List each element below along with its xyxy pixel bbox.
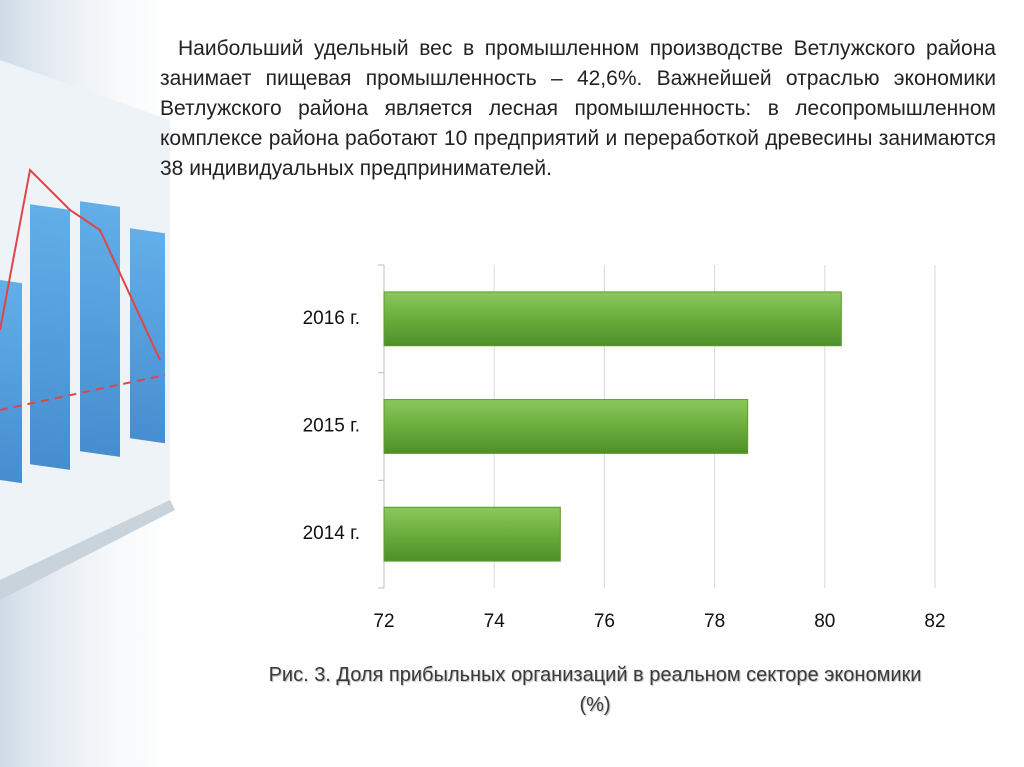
y-tick-label: 2015 г. bbox=[303, 416, 360, 437]
x-tick-label: 82 bbox=[924, 611, 945, 632]
bar bbox=[383, 506, 561, 562]
x-tick-label: 72 bbox=[373, 611, 394, 632]
x-tick-label: 80 bbox=[814, 611, 835, 632]
x-tick-label: 74 bbox=[484, 611, 506, 632]
chart-caption: Рис. 3. Доля прибыльных организаций в ре… bbox=[268, 664, 922, 716]
paragraph: Наибольший удельный вес в промышленном п… bbox=[160, 37, 996, 180]
x-tick-label: 76 bbox=[594, 611, 615, 632]
x-tick-label: 78 bbox=[704, 611, 725, 632]
bar bbox=[383, 399, 749, 454]
y-tick-label: 2014 г. bbox=[303, 523, 360, 544]
background-decoration bbox=[0, 0, 200, 767]
y-tick-label: 2016 г. bbox=[303, 308, 360, 329]
bar bbox=[383, 291, 842, 347]
